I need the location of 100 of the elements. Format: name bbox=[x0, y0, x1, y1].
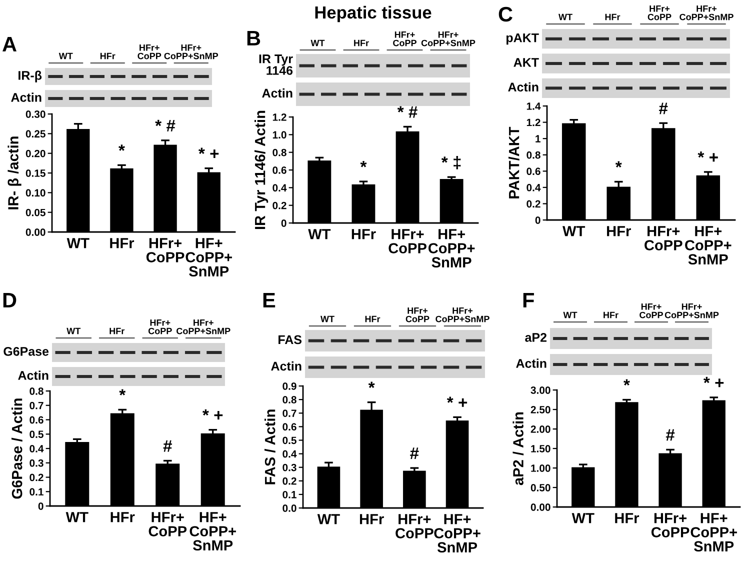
y-tick-label: 0.6 bbox=[282, 423, 296, 431]
x-tick-label: WT bbox=[308, 229, 331, 240]
text: HFr+ CoPP bbox=[138, 44, 162, 60]
text: HFr+ CoPP+SnMP bbox=[421, 32, 476, 46]
text: WT bbox=[558, 14, 572, 20]
y-tick-label: 0.50 bbox=[530, 484, 550, 492]
x-tick-label: HFr bbox=[110, 238, 134, 248]
text: Actin bbox=[508, 82, 538, 92]
y-tick-label: 0.00 bbox=[530, 504, 550, 511]
text: HFr bbox=[110, 328, 125, 334]
text: HFr+ CoPP+SnMP bbox=[164, 44, 218, 60]
y-axis-title: aP2 / Actin bbox=[512, 412, 524, 486]
text: aP2 bbox=[525, 333, 546, 342]
chart-title: F bbox=[523, 293, 534, 308]
text: Actin bbox=[11, 92, 42, 102]
text: HFr+ CoPP+SnMP bbox=[664, 304, 719, 318]
y-tick-label: 0.15 bbox=[26, 170, 46, 177]
y-tick-label: 0.2 bbox=[272, 202, 286, 210]
y-tick-label: 0.3 bbox=[282, 464, 296, 472]
y-tick-label: 0.4 bbox=[30, 445, 44, 452]
text: HFr bbox=[354, 40, 369, 46]
annotation: * bbox=[368, 382, 375, 388]
text: IR-β bbox=[18, 70, 42, 82]
x-tick-label: WT bbox=[317, 514, 340, 524]
y-tick-label: 0.9 bbox=[282, 382, 296, 390]
x-tick-label: HFr bbox=[360, 514, 384, 524]
y-tick-label: 0.5 bbox=[282, 436, 296, 444]
y-tick-label: 2.50 bbox=[530, 406, 550, 414]
x-tick-label: WT bbox=[66, 238, 90, 248]
y-tick-label: 0.4 bbox=[282, 450, 297, 458]
annotation: * # bbox=[155, 120, 176, 132]
x-tick-label: HFr bbox=[615, 513, 640, 524]
y-tick-label: 0.00 bbox=[26, 228, 46, 236]
text: WT bbox=[320, 316, 334, 322]
annotation: # bbox=[163, 440, 172, 452]
annotation: # bbox=[659, 102, 668, 114]
text: HFr+ CoPP bbox=[148, 320, 172, 334]
annotation: * ‡ bbox=[441, 156, 461, 170]
y-tick-label: 0.2 bbox=[526, 200, 540, 208]
y-tick-label: 0 bbox=[281, 220, 286, 227]
text: WT bbox=[58, 52, 73, 60]
y-tick-label: 0.8 bbox=[272, 148, 286, 156]
y-tick-label: 0.4 bbox=[526, 184, 541, 192]
text: pAKT bbox=[506, 33, 539, 45]
x-tick-label: HFr bbox=[110, 512, 135, 522]
x-tick-label: WT bbox=[66, 512, 88, 522]
y-tick-label: 0.1 bbox=[282, 490, 296, 498]
y-axis-title: PAKT/AKT bbox=[508, 126, 520, 198]
y-tick-label: 3.00 bbox=[530, 386, 550, 394]
text: HFr+ CoPP+SnMP bbox=[176, 320, 230, 334]
y-tick-label: 0.5 bbox=[30, 430, 44, 438]
y-tick-label: 0.6 bbox=[526, 168, 540, 176]
y-tick-label: 0.2 bbox=[30, 474, 44, 482]
y-tick-label: 1 bbox=[536, 135, 540, 142]
y-tick-label: 0.6 bbox=[30, 416, 44, 424]
text: HFr+ CoPP bbox=[393, 32, 416, 46]
y-tick-label: 0.7 bbox=[30, 402, 44, 410]
y-tick-label: 0.30 bbox=[26, 110, 46, 118]
annotation: * + bbox=[703, 376, 724, 388]
y-tick-label: 0.8 bbox=[526, 151, 540, 159]
chart-title: D bbox=[3, 293, 16, 308]
chart-title: C bbox=[498, 6, 512, 22]
x-tick-label: HF+ CoPP+ SnMP bbox=[190, 512, 236, 551]
annotation: * bbox=[615, 161, 622, 168]
x-tick-label: HFr+ CoPP bbox=[396, 514, 434, 538]
y-tick-label: 0.20 bbox=[26, 150, 46, 158]
x-tick-label: WT bbox=[572, 513, 594, 524]
x-tick-label: HFr+ CoPP bbox=[651, 513, 690, 538]
text: HFr+ CoPP+SnMP bbox=[680, 6, 734, 20]
y-tick-label: 2.00 bbox=[530, 426, 550, 433]
y-tick-label: 0.4 bbox=[272, 184, 287, 192]
text: HFr bbox=[604, 312, 618, 318]
y-tick-label: 0.8 bbox=[30, 388, 44, 395]
chart-title: E bbox=[263, 293, 276, 308]
y-axis-title: FAS / Actin bbox=[264, 410, 276, 484]
text: IR Tyr 1146 bbox=[259, 54, 293, 75]
text: WT bbox=[563, 312, 578, 318]
y-tick-label: 0.3 bbox=[30, 459, 44, 467]
annotation: * bbox=[624, 379, 630, 386]
annotation: * bbox=[118, 144, 125, 151]
text: HFr+ CoPP bbox=[640, 304, 663, 318]
y-tick-label: 1.0 bbox=[272, 131, 286, 139]
x-tick-label: HFr+ CoPP bbox=[644, 226, 682, 250]
annotation: * + bbox=[198, 148, 219, 158]
y-tick-label: 1.50 bbox=[531, 445, 550, 452]
annotation: # bbox=[666, 429, 675, 441]
text: HFr bbox=[365, 316, 380, 322]
text: WT bbox=[310, 40, 325, 46]
y-axis-title: G6Pase / Actin bbox=[12, 398, 22, 499]
y-axis-title: IR Tyr 1146/ Actin bbox=[254, 110, 268, 229]
y-tick-label: 0.8 bbox=[282, 396, 296, 404]
chart-title: B bbox=[247, 31, 260, 46]
x-tick-label: HF+ CoPP+ SnMP bbox=[690, 513, 737, 552]
text: Actin bbox=[262, 88, 292, 98]
y-tick-label: 0.6 bbox=[272, 166, 286, 174]
x-tick-label: HFr+ CoPP bbox=[146, 238, 184, 262]
y-tick-label: 0 bbox=[535, 216, 540, 224]
y-tick-label: 0.10 bbox=[26, 189, 46, 197]
x-tick-label: HFr bbox=[352, 229, 376, 240]
annotation: * + bbox=[446, 396, 468, 407]
